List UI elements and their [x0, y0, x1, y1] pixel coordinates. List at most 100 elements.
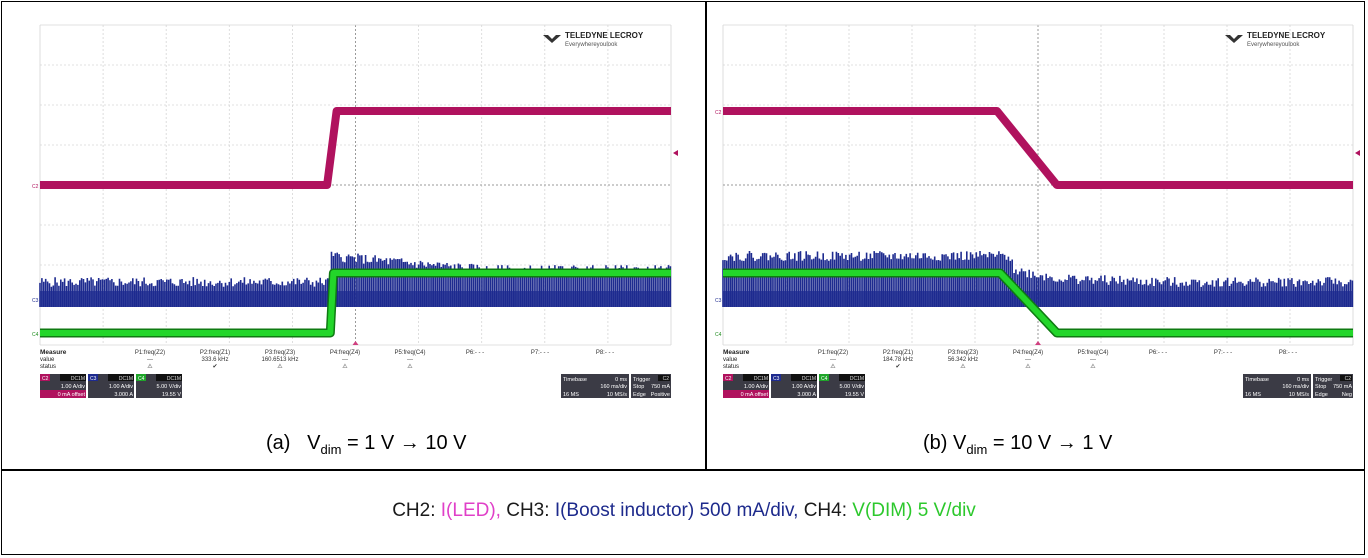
measure-row-status: status	[40, 364, 56, 370]
measure-param-status: ⚠	[342, 363, 348, 370]
legend-ch3-key: CH3:	[506, 500, 555, 521]
channel-offset: 3.000 A	[114, 392, 133, 398]
trigger-time-marker	[352, 341, 359, 345]
measure-param-value: ---	[830, 357, 836, 363]
timebase-rate: 10 MS/s	[1289, 392, 1309, 398]
legend-ch2-desc: I(LED),	[440, 500, 507, 521]
legend-ch4-desc: V(DIM) 5 V/div	[852, 500, 976, 521]
channel-mode-bg	[791, 374, 817, 381]
channel-mode: DC1M	[71, 376, 85, 382]
channel-mode-bg	[60, 374, 86, 381]
trigger-chan-bg	[658, 375, 670, 381]
channel-mode-bg	[108, 374, 134, 381]
teledyne-logo-icon	[1225, 35, 1243, 43]
ch2-ground-marker: C2	[32, 184, 39, 190]
trigger-mode: Stop	[633, 384, 644, 390]
trigger-chan: C2	[663, 376, 670, 382]
measure-param-status: ⚠	[1090, 363, 1096, 370]
measure-param-value: ---	[1090, 357, 1096, 363]
trigger-level-marker	[1355, 150, 1360, 156]
timebase-div: 160 ms/div	[600, 384, 627, 390]
measure-param-value: ---	[407, 357, 413, 363]
measure-param-label: P2:freq(Z1)	[200, 350, 230, 356]
timebase-samples: 16 MS	[1245, 392, 1261, 398]
trigger-slope: Positive	[651, 392, 670, 398]
measure-param-label: P4:freq(Z4)	[330, 350, 360, 356]
trigger-label: Trigger	[633, 377, 650, 383]
measure-param-status: ⚠	[147, 363, 153, 370]
trigger-level-marker	[673, 150, 678, 156]
channel-legend: CH2: I(LED), CH3: I(Boost inductor) 500 …	[0, 500, 1368, 522]
trigger-level: 750 mA	[1333, 384, 1352, 390]
measure-param-label: P8:- - -	[596, 350, 614, 356]
timebase-label: Timebase	[1245, 377, 1269, 383]
channel-tag-swatch	[819, 374, 829, 381]
measure-param-label: P7:- - -	[1214, 350, 1232, 356]
channel-offset-bg	[723, 390, 769, 398]
trigger-mode: Stop	[1315, 384, 1326, 390]
channel-mode: DC1M	[802, 376, 816, 382]
brand-name: TELEDYNE LECROY	[565, 31, 644, 40]
measure-row-status: status	[723, 364, 739, 370]
measure-param-label: P5:freq(C4)	[1077, 350, 1108, 356]
ch3-band	[40, 291, 671, 307]
trigger-slope: Neg	[1342, 392, 1352, 398]
channel-tag-swatch	[723, 374, 733, 381]
channel-tag-swatch	[40, 374, 50, 381]
channel-tag: C2	[725, 376, 732, 382]
ch2-trace	[40, 107, 671, 189]
scope-screen-a: TELEDYNE LECROY Everywhereyoulook C2 C3 C4 Me…	[32, 24, 678, 398]
measure-param-label: P3:freq(Z3)	[948, 350, 978, 356]
measure-param-value: ---	[147, 357, 153, 363]
channel-offset: 3.000 A	[797, 392, 816, 398]
trigger-chan-bg	[1340, 375, 1352, 381]
channel-mode: DC1M	[167, 376, 181, 382]
channel-mode-bg	[156, 374, 182, 381]
channel-tag: C3	[773, 376, 780, 382]
timebase-div: 160 ms/div	[1282, 384, 1309, 390]
legend-ch4-key: CH4:	[803, 500, 853, 521]
channel-tag-swatch	[88, 374, 98, 381]
ch2-trace	[723, 107, 1353, 189]
ch4-trace	[40, 270, 671, 336]
channel-offset: 19.55 V	[162, 392, 181, 398]
trigger-label: Trigger	[1315, 377, 1332, 383]
panel-divider	[705, 1, 707, 470]
brand-tagline: Everywhereyoulook	[1247, 42, 1300, 48]
measure-param-label: P5:freq(C4)	[394, 350, 425, 356]
measure-param-label: P8:- - -	[1279, 350, 1297, 356]
channel-mode: DC1M	[754, 376, 768, 382]
timebase-value: 0 ms	[615, 377, 627, 383]
measure-param-label: P6:- - -	[1149, 350, 1167, 356]
channel-offset: 0 mA offset	[58, 392, 86, 398]
channel-tag: C3	[90, 376, 97, 382]
channel-tag: C4	[138, 376, 145, 382]
measure-row-value: value	[40, 357, 55, 363]
measure-header: Measure	[40, 349, 67, 356]
measure-row-value: value	[723, 357, 738, 363]
timebase-samples: 16 MS	[563, 392, 579, 398]
ch4-ground-marker: C4	[715, 332, 722, 338]
ch3-ground-marker: C3	[715, 298, 722, 304]
measure-param-value: 56.342 kHz	[948, 357, 978, 363]
channel-tag: C2	[42, 376, 49, 382]
trigger-type: Edge	[633, 392, 646, 398]
measure-param-label: P3:freq(Z3)	[265, 350, 295, 356]
channel-scale: 1.00 A/div	[792, 384, 816, 390]
channel-tag-swatch	[136, 374, 146, 381]
trigger-time-marker	[1035, 341, 1041, 345]
timebase-rate: 10 MS/s	[607, 392, 627, 398]
measure-param-label: P2:freq(Z1)	[883, 350, 913, 356]
channel-offset: 19.55 V	[845, 392, 864, 398]
legend-divider	[1, 469, 1365, 471]
measure-param-label: P1:freq(Z2)	[818, 350, 848, 356]
measure-param-value: 333.6 kHz	[201, 357, 228, 363]
timebase-value: 0 ms	[1297, 377, 1309, 383]
channel-offset-bg	[40, 390, 86, 398]
measure-param-status: ⚠	[960, 363, 966, 370]
channel-tag: C4	[821, 376, 828, 382]
trigger-level: 750 mA	[651, 384, 670, 390]
legend-ch3-desc: I(Boost inductor) 500 mA/div,	[554, 500, 804, 521]
measure-param-status: ⚠	[277, 363, 283, 370]
channel-mode: DC1M	[850, 376, 864, 382]
